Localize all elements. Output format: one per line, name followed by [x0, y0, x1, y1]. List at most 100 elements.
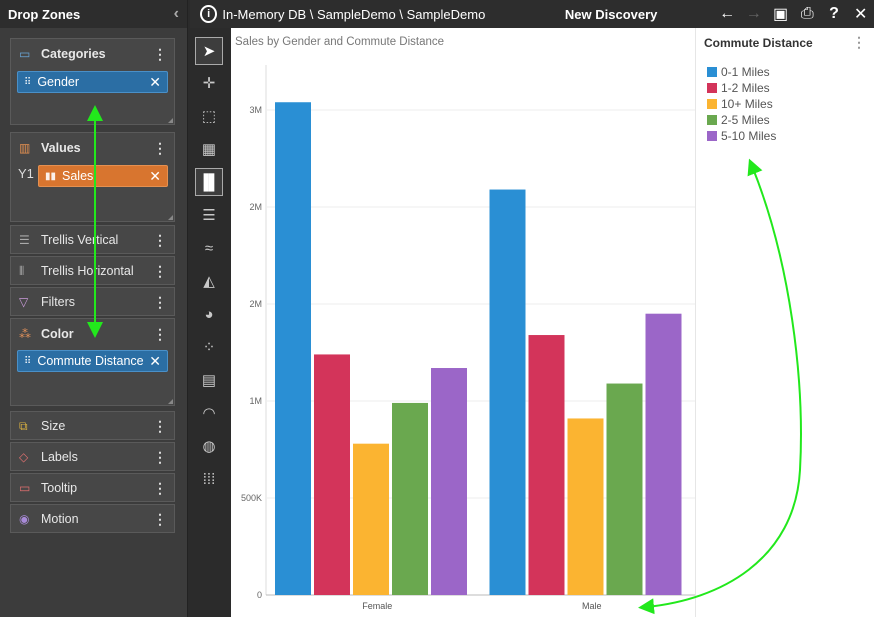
- kebab-menu-icon[interactable]: ⋮: [852, 34, 866, 50]
- zone-color[interactable]: ⁂ Color ⋮ ⠿ Commute Distance ✕: [10, 318, 175, 406]
- zone-values[interactable]: ▥ Values ⋮ Y1 ▮▮ Sales ✕: [10, 132, 175, 222]
- kebab-menu-icon[interactable]: ⋮: [153, 325, 167, 342]
- commute-distance-pill[interactable]: ⠿ Commute Distance ✕: [17, 350, 168, 372]
- zone-label: Tooltip: [41, 481, 78, 495]
- help-icon[interactable]: ?: [829, 5, 839, 22]
- breadcrumb: In-Memory DB \ SampleDemo \ SampleDemo: [222, 6, 486, 22]
- zone-label: Values: [41, 141, 81, 155]
- visualization-toolbar: ➤ ✛ ⬚ ▦ ▐▌ ☰ ≈ ◭ ◕ ⁘ ▤ ◠ ◍ ⁞⁞⁞: [190, 28, 230, 617]
- undo-icon[interactable]: ←: [719, 5, 736, 22]
- zone-size[interactable]: ⧉ Size ⋮: [10, 411, 175, 440]
- zone-trellis-vertical[interactable]: ☰ Trellis Vertical ⋮: [10, 225, 175, 254]
- legend-swatch: [707, 99, 717, 109]
- resize-handle[interactable]: [168, 215, 173, 220]
- line-chart-icon[interactable]: ≈: [204, 239, 214, 257]
- drag-handle-icon[interactable]: ⠿: [24, 76, 32, 88]
- y-tick-label: 1M: [249, 396, 262, 406]
- pie-chart-icon[interactable]: ◕: [204, 305, 214, 323]
- scatter-chart-icon[interactable]: ⁘: [202, 339, 216, 356]
- bar-chart-icon[interactable]: ☰: [202, 207, 216, 224]
- save-icon[interactable]: ▣: [772, 6, 789, 23]
- kebab-menu-icon[interactable]: ⋮: [153, 510, 167, 527]
- trellis-vertical-icon: ☰: [19, 233, 30, 247]
- play-circle-icon: ◉: [19, 512, 30, 526]
- bar: [353, 443, 389, 595]
- y-tick-label: 2M: [249, 299, 262, 309]
- crosshair-icon[interactable]: ✛: [202, 75, 216, 92]
- column-chart-icon[interactable]: ▐▌: [195, 168, 223, 196]
- bar: [528, 335, 565, 595]
- info-icon[interactable]: i: [200, 5, 218, 23]
- zone-filters[interactable]: ▽ Filters ⋮: [10, 287, 175, 316]
- gauge-icon[interactable]: ◠: [202, 405, 216, 422]
- zone-labels[interactable]: ◇ Labels ⋮: [10, 442, 175, 471]
- drop-zones-panel: Drop Zones ‹ ▭ Categories ⋮ ⠿ Gender ✕ ▥ Va…: [0, 0, 188, 617]
- zone-categories[interactable]: ▭ Categories ⋮ ⠿ Gender ✕: [10, 38, 175, 125]
- more-charts-icon[interactable]: ⁞⁞⁞: [202, 470, 216, 488]
- kebab-menu-icon[interactable]: ⋮: [153, 231, 167, 248]
- zone-label: Categories: [41, 47, 106, 61]
- remove-icon[interactable]: ✕: [149, 352, 161, 369]
- area-chart-icon[interactable]: ◭: [203, 273, 215, 290]
- zone-motion[interactable]: ◉ Motion ⋮: [10, 504, 175, 533]
- x-tick-label: Male: [582, 601, 602, 611]
- remove-icon[interactable]: ✕: [149, 73, 161, 90]
- sales-pill[interactable]: ▮▮ Sales ✕: [38, 165, 168, 187]
- lasso-select-icon[interactable]: ⬚: [201, 108, 217, 125]
- map-globe-icon[interactable]: ◍: [202, 438, 216, 455]
- remove-icon[interactable]: ✕: [149, 167, 161, 184]
- tooltip-icon: ▭: [19, 481, 31, 495]
- size-icon: ⧉: [19, 418, 28, 433]
- trellis-horizontal-icon: ⦀: [19, 263, 25, 278]
- y-tick-label: 0: [257, 590, 262, 600]
- legend-item[interactable]: 0-1 Miles: [707, 64, 770, 80]
- grid-table-icon[interactable]: ▦: [201, 141, 217, 158]
- bar-chart: 0 500K 1M 2M 2M 3M Female Male: [241, 65, 695, 611]
- kebab-menu-icon[interactable]: ⋮: [153, 448, 167, 465]
- chart-title: Sales by Gender and Commute Distance: [235, 36, 445, 48]
- gender-pill[interactable]: ⠿ Gender ✕: [17, 71, 168, 93]
- legend-item[interactable]: 5-10 Miles: [707, 128, 776, 144]
- legend-item[interactable]: 2-5 Miles: [707, 112, 770, 128]
- top-bar: i In-Memory DB \ SampleDemo \ SampleDemo…: [190, 0, 874, 28]
- zone-label: Trellis Vertical: [41, 233, 119, 247]
- legend-label: 5-10 Miles: [721, 129, 777, 143]
- pill-label: Gender: [37, 75, 80, 89]
- kebab-menu-icon[interactable]: ⋮: [153, 139, 167, 156]
- close-icon[interactable]: ✕: [853, 6, 868, 23]
- kebab-menu-icon[interactable]: ⋮: [153, 479, 167, 496]
- y1-axis-label: Y1: [18, 166, 34, 181]
- chart-panel: Sales by Gender and Commute Distance 0 50…: [231, 28, 695, 617]
- tag-icon: ◇: [19, 450, 29, 464]
- pill-label: Commute Distance: [37, 354, 144, 368]
- redo-icon: →: [745, 5, 762, 22]
- resize-handle[interactable]: [168, 118, 173, 123]
- legend-item[interactable]: 10+ Miles: [707, 96, 773, 112]
- bar: [489, 189, 526, 596]
- zone-label: Size: [41, 419, 66, 433]
- bar-chart-icon: ▮▮: [45, 170, 57, 182]
- zone-trellis-horizontal[interactable]: ⦀ Trellis Horizontal ⋮: [10, 256, 175, 285]
- legend-swatch: [707, 67, 717, 77]
- bar: [606, 383, 643, 595]
- drag-handle-icon[interactable]: ⠿: [24, 355, 32, 367]
- kebab-menu-icon[interactable]: ⋮: [153, 293, 167, 310]
- bar: [314, 354, 350, 595]
- kebab-menu-icon[interactable]: ⋮: [153, 417, 167, 434]
- zone-label: Labels: [41, 450, 78, 464]
- kebab-menu-icon[interactable]: ⋮: [153, 262, 167, 279]
- legend-item[interactable]: 1-2 Miles: [707, 80, 770, 96]
- legend-label: 10+ Miles: [721, 97, 773, 111]
- treemap-icon[interactable]: ▤: [201, 372, 217, 389]
- zone-tooltip[interactable]: ▭ Tooltip ⋮: [10, 473, 175, 502]
- zone-label: Motion: [41, 512, 79, 526]
- print-icon[interactable]: ⎙: [800, 5, 814, 22]
- legend-swatch: [707, 83, 717, 93]
- discovery-title: New Discovery: [564, 6, 658, 22]
- drop-zones-header: Drop Zones ‹: [0, 0, 187, 28]
- resize-handle[interactable]: [168, 399, 173, 404]
- x-tick-label: Female: [362, 601, 392, 611]
- chevron-left-icon[interactable]: ‹: [173, 5, 179, 22]
- kebab-menu-icon[interactable]: ⋮: [153, 45, 167, 62]
- select-pointer-icon[interactable]: ➤: [195, 37, 223, 65]
